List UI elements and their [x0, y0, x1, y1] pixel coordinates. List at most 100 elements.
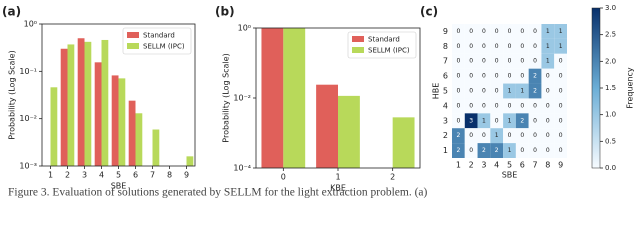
heat-cell [503, 68, 516, 84]
y-tick-label: 1 [443, 146, 448, 155]
heat-cell [490, 68, 504, 84]
axes-frame [41, 23, 196, 167]
heat-cell [554, 83, 567, 99]
cell-label: 0 [533, 43, 537, 50]
cell-label: 0 [546, 132, 550, 139]
heat-cell [477, 38, 491, 54]
cell-label: 0 [546, 147, 550, 154]
heat-cell [528, 83, 542, 99]
bar [60, 48, 68, 166]
heat-cell [490, 24, 504, 39]
heat-cell [452, 38, 465, 54]
cell-label: 0 [533, 147, 537, 154]
y-tick-label: 10⁻² [19, 114, 37, 123]
cell-label: 0 [469, 88, 473, 95]
colorbar-tick-label: 2.5 [605, 31, 616, 39]
heat-cell [541, 24, 555, 39]
cell-label: 1 [546, 43, 550, 50]
cell-label: 0 [482, 73, 486, 80]
bar [50, 87, 58, 166]
cell-label: 0 [495, 58, 499, 65]
cell-label: 0 [482, 88, 486, 95]
x-tick-label: 9 [184, 171, 189, 180]
heat-cell [528, 143, 542, 158]
heat-cell [477, 98, 491, 114]
colorbar-tick-label: 1.5 [605, 84, 616, 92]
legend-box [122, 27, 192, 55]
x-tick-label: 0 [281, 173, 286, 182]
colorbar-tick-label: 2.0 [605, 57, 616, 65]
heat-cell [477, 24, 491, 39]
heat-cell [541, 38, 555, 54]
colorbar [591, 7, 601, 169]
heat-cell [503, 128, 516, 144]
cell-label: 0 [508, 43, 512, 50]
heat-cell [452, 68, 465, 84]
heat-cell [528, 128, 542, 144]
heat-cell [554, 53, 567, 69]
cell-label: 0 [482, 58, 486, 65]
heat-cell [464, 128, 478, 144]
bar [77, 38, 85, 167]
colorbar-tick-label: 1.0 [605, 111, 616, 119]
x-tick-label: 3 [82, 171, 87, 180]
x-tick-label: 1 [48, 171, 53, 180]
legend-swatch [127, 32, 139, 38]
bar [94, 62, 102, 167]
x-tick-label: 5 [116, 171, 121, 180]
cell-label: 0 [533, 117, 537, 124]
legend-label: Standard [368, 36, 400, 44]
cell-label: 0 [469, 147, 473, 154]
heat-cell [490, 98, 504, 114]
cell-label: 0 [469, 102, 473, 109]
bar [283, 28, 306, 168]
heat-cell [452, 53, 465, 69]
cell-label: 1 [559, 43, 563, 50]
cell-label: 0 [546, 117, 550, 124]
x-axis-label: SBE [502, 171, 518, 180]
heat-cell [554, 128, 567, 144]
heat-cell [515, 128, 529, 144]
heat-cell [503, 53, 516, 69]
cell-label: 2 [520, 117, 524, 124]
cell-label: 1 [495, 132, 499, 139]
cell-label: 0 [520, 147, 524, 154]
cell-label: 0 [495, 88, 499, 95]
x-tick-label: 1 [335, 173, 340, 182]
y-tick-label: 9 [443, 27, 448, 36]
cell-label: 0 [508, 58, 512, 65]
heat-cell [554, 113, 567, 129]
cell-label: 0 [559, 117, 563, 124]
cell-label: 0 [559, 88, 563, 95]
legend-swatch [352, 47, 364, 53]
y-axis-label: HBE [432, 83, 441, 100]
heat-cell [554, 143, 567, 158]
legend-label: SELLM (IPC) [368, 47, 410, 55]
heat-cell [541, 83, 555, 99]
cell-label: 0 [456, 73, 460, 80]
figure: Figure 3. Evaluation of solutions genera… [2, 4, 635, 199]
heat-cell [554, 68, 567, 84]
heat-cell [515, 83, 529, 99]
heat-cell [515, 68, 529, 84]
heat-cell [541, 128, 555, 144]
legend-swatch [352, 36, 364, 42]
cell-label: 0 [508, 102, 512, 109]
bar [186, 156, 194, 166]
cell-label: 0 [495, 43, 499, 50]
heat-cell [452, 143, 465, 158]
cell-label: 0 [482, 43, 486, 50]
cell-label: 0 [482, 102, 486, 109]
cell-label: 0 [533, 132, 537, 139]
bar [111, 75, 119, 166]
y-tick-label: 10⁰ [24, 20, 37, 29]
heat-cell [503, 113, 516, 129]
cell-label: 0 [508, 28, 512, 35]
cell-label: 0 [546, 73, 550, 80]
legend-swatch [127, 43, 139, 49]
cell-label: 1 [520, 88, 524, 95]
bar [316, 84, 338, 168]
x-tick-label: 9 [558, 161, 563, 170]
cell-label: 0 [456, 43, 460, 50]
heat-cell [452, 83, 465, 99]
